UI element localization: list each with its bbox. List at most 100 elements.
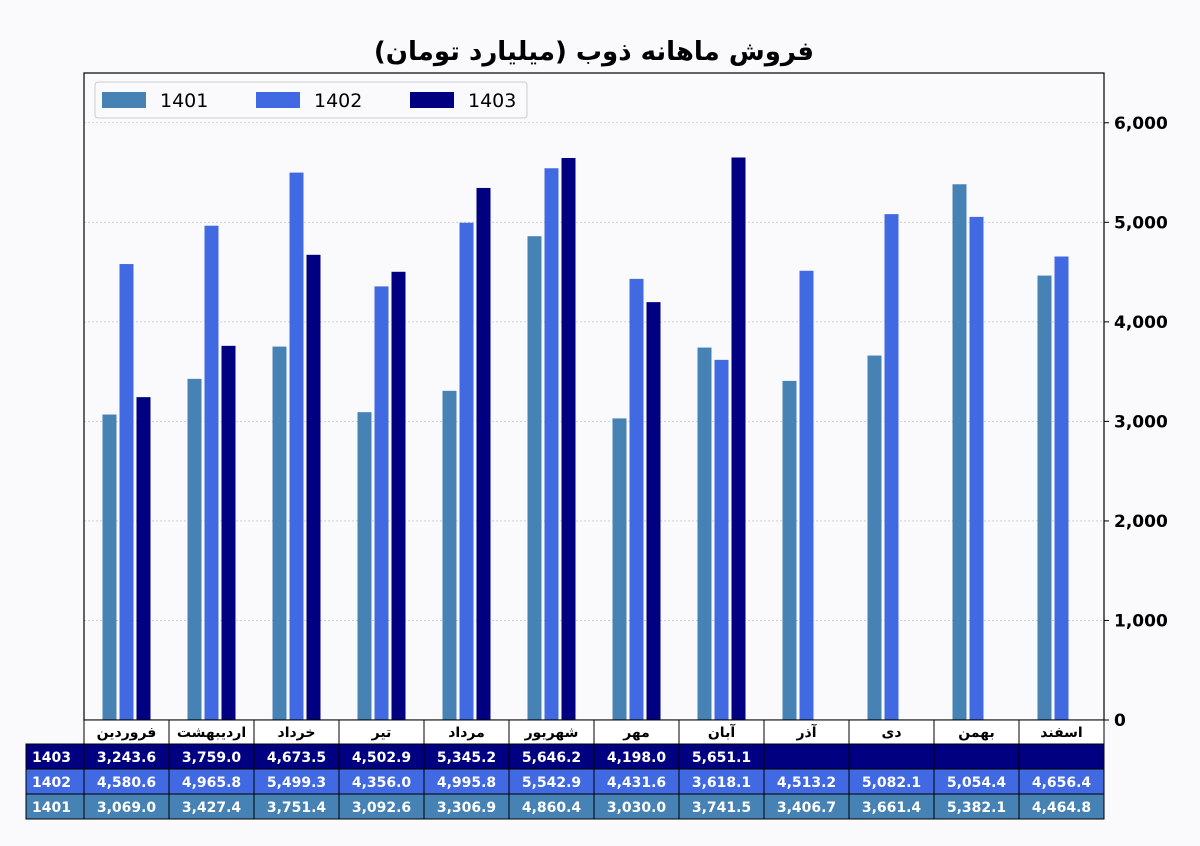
table-cell (423, 768, 510, 795)
table-cell (508, 743, 595, 770)
table-cell (423, 793, 510, 820)
table-cell-value: 4,513.2 (777, 775, 836, 791)
category-label: تیر (371, 725, 392, 741)
table-header-cell (933, 719, 1020, 745)
legend-label-1401: 1401 (160, 90, 208, 112)
category-label: شهریور (524, 725, 579, 741)
legend-swatch-1401 (102, 92, 146, 108)
table-cell-value: 3,406.7 (777, 800, 836, 816)
y-tick-label: 2,000 (1114, 512, 1168, 532)
bar-1401-6 (612, 418, 627, 720)
bar-1402-5 (544, 168, 559, 721)
bar-1402-10 (969, 216, 984, 720)
bar-1403-1 (221, 345, 236, 720)
category-label: اردیبهشت (177, 725, 246, 741)
table-cell (593, 743, 680, 770)
table-cell-value: 3,427.4 (182, 800, 242, 816)
bar-1402-4 (459, 222, 474, 720)
bar-1402-6 (629, 278, 644, 720)
table-row-label: 1403 (32, 750, 71, 766)
table-cell-value: 4,502.9 (352, 750, 411, 766)
table-cell (1018, 793, 1105, 820)
legend-label-1403: 1403 (468, 90, 516, 112)
table-cell-value: 3,030.0 (607, 800, 667, 816)
table-cell-value: 3,741.5 (692, 800, 751, 816)
table-cell (763, 793, 850, 820)
table-row-label-cell (25, 743, 85, 770)
table-cell (253, 793, 340, 820)
table-row-label: 1401 (32, 800, 71, 816)
bar-1402-8 (799, 270, 814, 720)
data-table: فروردین اردیبهشت خرداد تیر مرداد شهریور مهر آبا… (25, 719, 1105, 820)
table-cell-value: 3,306.9 (437, 800, 496, 816)
category-label: مرداد (448, 725, 485, 741)
table-cell-value: 4,464.8 (1032, 800, 1091, 816)
bar-1401-0 (102, 414, 117, 720)
table-cell-value: 4,656.4 (1032, 775, 1092, 791)
table-header-cell (593, 719, 680, 745)
bar-1402-1 (204, 225, 219, 720)
bar-1402-3 (374, 286, 389, 720)
table-header-cell (508, 719, 595, 745)
y-axis-ticks: 0 1,000 2,000 3,000 4,000 5,000 6,000 (1104, 114, 1168, 731)
bar-1403-2 (306, 254, 321, 720)
table-cell-value: 4,198.0 (607, 750, 667, 766)
y-tick-label: 5,000 (1114, 213, 1168, 233)
table-cell (593, 793, 680, 820)
table-header-cell (423, 719, 510, 745)
bar-1401-7 (697, 347, 712, 720)
table-cell-value: 5,054.4 (947, 775, 1007, 791)
table-cell (848, 743, 935, 770)
bar-1403-7 (731, 157, 746, 721)
table-cell-value: 5,499.3 (267, 775, 326, 791)
plot-area-frame (83, 72, 1105, 721)
bar-1401-3 (357, 412, 372, 720)
table-cell-value: 3,092.6 (352, 800, 411, 816)
bar-1403-4 (476, 187, 491, 720)
table-cell (253, 743, 340, 770)
table-cell-value: 4,580.6 (97, 775, 156, 791)
table-cell-value: 3,069.0 (97, 800, 157, 816)
y-tick-label: 0 (1114, 711, 1126, 731)
table-cell-value: 4,356.0 (352, 775, 412, 791)
category-label: بهمن (958, 725, 994, 741)
y-tick-label: 1,000 (1114, 611, 1168, 631)
table-cell-value: 5,382.1 (947, 800, 1006, 816)
table-cell (1018, 743, 1105, 770)
table-row-label: 1402 (32, 775, 71, 791)
table-cell (508, 793, 595, 820)
bar-1403-3 (391, 271, 406, 720)
bar-1401-4 (442, 390, 457, 720)
table-header-cell (763, 719, 850, 745)
table-cell-value: 3,661.4 (862, 800, 922, 816)
table-cell (338, 768, 425, 795)
y-tick-label: 3,000 (1114, 412, 1168, 432)
bars (102, 157, 1069, 721)
table-cell-value: 5,082.1 (862, 775, 921, 791)
table-cell (678, 793, 765, 820)
gridlines (84, 122, 1104, 621)
y-tick-label: 4,000 (1114, 313, 1168, 333)
table-cell-value: 5,651.1 (692, 750, 751, 766)
table-cell (423, 743, 510, 770)
table-row-label-cell (25, 768, 85, 795)
bar-1403-6 (646, 302, 661, 720)
bar-1402-2 (289, 172, 304, 720)
bar-1402-11 (1054, 256, 1069, 720)
table-cell (933, 743, 1020, 770)
category-label: دی (881, 725, 901, 741)
bar-1402-9 (884, 214, 899, 720)
category-label: آذر (795, 723, 817, 741)
bar-1401-11 (1037, 275, 1052, 720)
table-cell (848, 793, 935, 820)
table-cell-value: 4,860.4 (522, 800, 582, 816)
table-row-label-cell (25, 793, 85, 820)
bar-1401-8 (782, 380, 797, 720)
chart-title: فروش ماهانه ذوب (میلیارد تومان) (374, 37, 814, 67)
table-cell-value: 4,431.6 (607, 775, 666, 791)
legend-swatch-1402 (256, 92, 300, 108)
table-cell (83, 768, 170, 795)
table-cell (508, 768, 595, 795)
